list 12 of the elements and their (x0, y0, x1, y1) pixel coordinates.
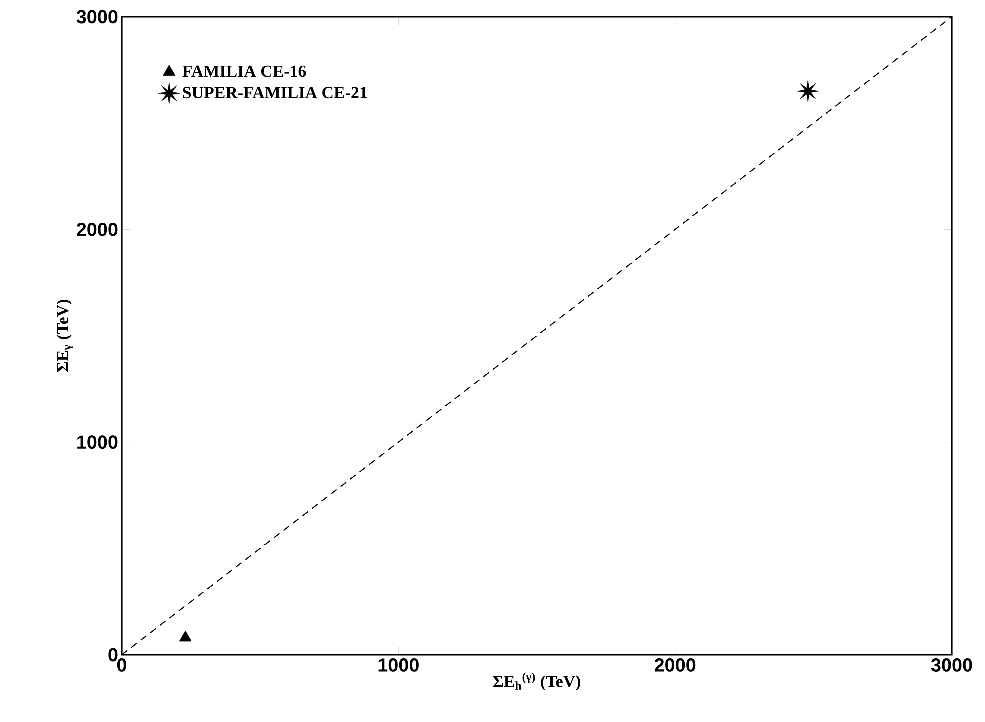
x-tick-label: 1000 (378, 658, 419, 672)
x-tick-label: 0 (117, 658, 126, 672)
y-tick-label: 1000 (78, 436, 118, 450)
legend-label: FAMILIA CE-16 (182, 66, 306, 78)
x-tick-label: 2000 (654, 658, 696, 672)
x-tick-label: 3000 (931, 658, 972, 672)
y-axis-title: ΣE$_{γ}$ (TeV) (56, 300, 74, 372)
y-tick-label: 3000 (76, 10, 118, 24)
x-axis-title: ΣE$_{h}$$^{(γ)}$ (TeV) (493, 672, 580, 691)
y-tick-label: 2000 (77, 222, 118, 236)
legend-label: SUPER-FAMILIA CE-21 (183, 87, 367, 99)
y-tick-label: 0 (108, 648, 118, 662)
